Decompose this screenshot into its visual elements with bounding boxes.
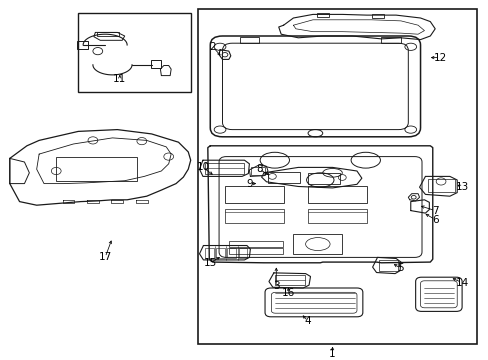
Bar xyxy=(216,248,224,258)
Bar xyxy=(238,248,247,258)
Text: 9: 9 xyxy=(245,179,252,189)
Bar xyxy=(228,241,282,247)
Bar xyxy=(275,275,304,285)
Text: 16: 16 xyxy=(281,288,295,298)
Bar xyxy=(293,234,342,254)
Bar xyxy=(78,13,190,92)
Text: 13: 13 xyxy=(454,182,468,192)
Bar xyxy=(307,209,366,223)
Bar xyxy=(228,248,282,254)
Bar xyxy=(371,14,383,18)
Bar xyxy=(77,41,88,49)
Text: 8: 8 xyxy=(255,164,262,174)
Bar xyxy=(239,37,259,43)
Bar xyxy=(316,13,328,17)
Bar xyxy=(251,167,264,175)
Text: 2: 2 xyxy=(209,42,216,52)
Bar xyxy=(56,157,137,181)
Bar xyxy=(267,172,299,183)
Bar xyxy=(97,32,119,36)
Bar xyxy=(381,37,400,43)
Bar xyxy=(198,9,476,344)
Bar xyxy=(224,209,283,223)
Text: 15: 15 xyxy=(203,258,217,268)
Text: 10: 10 xyxy=(196,162,209,172)
Text: 3: 3 xyxy=(272,281,279,291)
Bar xyxy=(150,60,161,68)
Text: 5: 5 xyxy=(397,263,404,273)
Text: 4: 4 xyxy=(304,316,311,326)
Bar xyxy=(205,163,243,174)
Text: 12: 12 xyxy=(432,53,446,63)
Bar xyxy=(204,248,213,258)
Bar xyxy=(227,248,236,258)
Text: 11: 11 xyxy=(113,74,126,84)
Bar xyxy=(307,173,339,184)
Bar xyxy=(378,260,397,271)
Bar xyxy=(427,179,454,192)
Bar xyxy=(307,186,366,203)
Text: 1: 1 xyxy=(328,348,335,359)
Text: 17: 17 xyxy=(98,252,112,262)
Text: 14: 14 xyxy=(454,278,468,288)
Bar xyxy=(224,186,283,203)
Text: 6: 6 xyxy=(431,215,438,225)
Text: 7: 7 xyxy=(431,206,438,216)
